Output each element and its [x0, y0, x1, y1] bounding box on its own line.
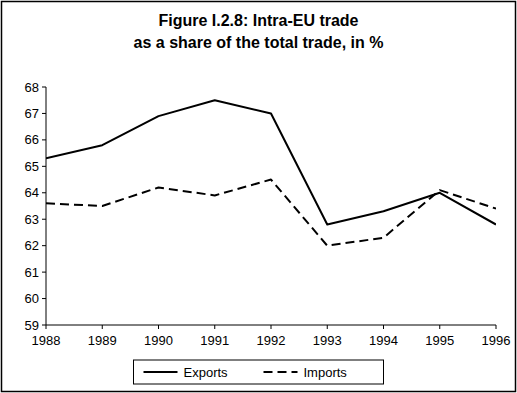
y-tick — [42, 113, 46, 114]
y-tick — [42, 325, 46, 326]
x-tick-label: 1994 — [369, 333, 398, 348]
x-tick-label: 1989 — [88, 333, 117, 348]
x-tick-label: 1993 — [313, 333, 342, 348]
y-tick-label: 62 — [25, 238, 39, 253]
series-line — [46, 180, 496, 246]
x-tick-label: 1990 — [144, 333, 173, 348]
x-tick-label: 1995 — [425, 333, 454, 348]
y-tick — [42, 166, 46, 167]
x-tick — [102, 325, 103, 329]
y-tick — [42, 298, 46, 299]
series-line — [46, 100, 496, 224]
y-tick-label: 61 — [25, 265, 39, 280]
x-tick-label: 1992 — [257, 333, 286, 348]
y-tick — [42, 192, 46, 193]
x-tick — [439, 325, 440, 329]
x-tick-label: 1996 — [482, 333, 511, 348]
y-tick-label: 59 — [25, 318, 39, 333]
legend-label: Exports — [184, 365, 229, 380]
legend: Exports Imports — [134, 360, 384, 384]
y-tick — [42, 219, 46, 220]
legend-swatch — [144, 371, 178, 373]
figure-frame — [2, 2, 516, 392]
x-tick — [214, 325, 215, 329]
x-tick — [496, 325, 497, 329]
y-tick — [42, 245, 46, 246]
chart: Figure I.2.8: Intra-EU trade as a share o… — [0, 0, 517, 393]
subtitle: as a share of the total trade, in % — [134, 34, 384, 51]
plot-area — [46, 100, 496, 245]
y-tick — [42, 272, 46, 273]
legend-label: Imports — [304, 365, 348, 380]
y-axis — [46, 87, 47, 325]
legend-box — [134, 360, 384, 384]
y-tick-label: 68 — [25, 80, 39, 95]
x-tick-label: 1988 — [32, 333, 61, 348]
x-tick — [46, 325, 47, 329]
y-tick — [42, 87, 46, 88]
x-tick — [383, 325, 384, 329]
chart-root: Figure I.2.8: Intra-EU trade as a share o… — [0, 0, 517, 393]
legend-swatch — [264, 371, 298, 373]
x-tick — [271, 325, 272, 329]
y-tick-label: 66 — [25, 132, 39, 147]
x-tick — [158, 325, 159, 329]
y-tick-label: 63 — [25, 212, 39, 227]
y-tick-label: 67 — [25, 106, 39, 121]
y-tick — [42, 139, 46, 140]
x-tick — [327, 325, 328, 329]
x-tick-label: 1991 — [200, 333, 229, 348]
title: Figure I.2.8: Intra-EU trade — [158, 12, 358, 29]
y-tick-label: 60 — [25, 291, 39, 306]
y-tick-label: 64 — [25, 185, 39, 200]
y-tick-label: 65 — [25, 159, 39, 174]
